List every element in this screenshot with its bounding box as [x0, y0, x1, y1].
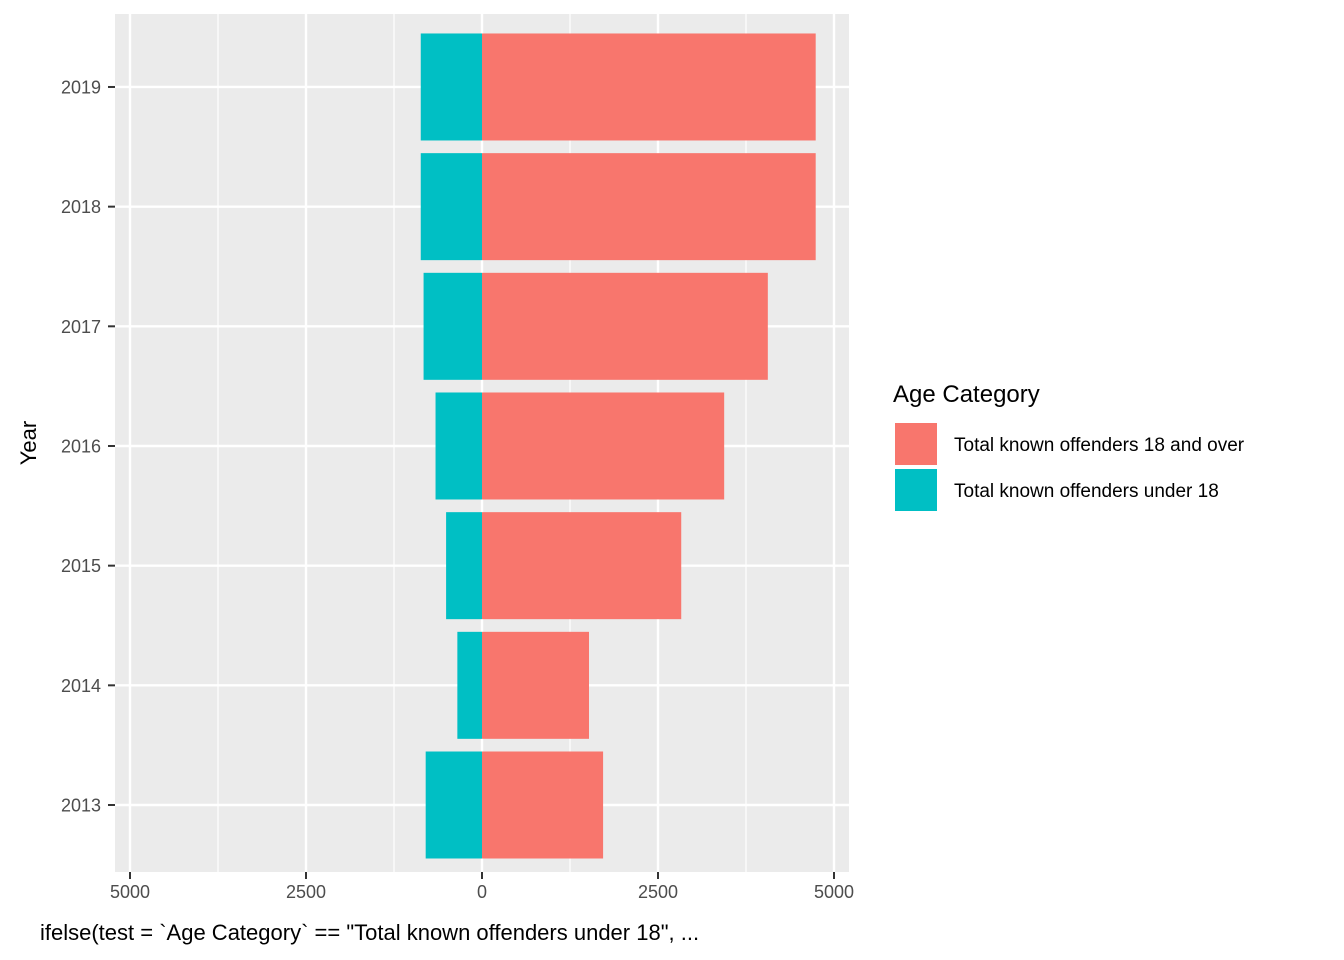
bar-18-and-over-2014: [482, 631, 590, 739]
bar-under-18-2016: [435, 392, 482, 500]
x-tick-label: 5000: [110, 882, 150, 902]
x-axis-title: ifelse(test = `Age Category` == "Total k…: [40, 920, 699, 945]
legend-key-swatch: [895, 423, 937, 465]
legend: Age Category Total known offenders 18 an…: [893, 381, 1245, 513]
bar-under-18-2013: [425, 751, 482, 859]
legend-title: Age Category: [893, 381, 1040, 408]
y-tick-label: 2019: [61, 77, 101, 97]
y-tick-label: 2013: [61, 796, 101, 816]
x-axis: 5000 2500 0 2500 5000: [110, 872, 854, 902]
bar-18-and-over-2016: [482, 392, 725, 500]
bars: [420, 33, 816, 859]
y-axis-title: Year: [16, 421, 41, 465]
x-tick-label: 0: [477, 882, 487, 902]
y-axis: 2013 2014 2015 2016 2017 2018 2019: [61, 77, 115, 816]
bar-18-and-over-2019: [482, 33, 816, 141]
x-tick-label: 2500: [286, 882, 326, 902]
y-tick-label: 2014: [61, 676, 101, 696]
bar-under-18-2014: [457, 631, 482, 739]
legend-label: Total known offenders 18 and over: [954, 435, 1245, 456]
x-tick-label: 2500: [638, 882, 678, 902]
bar-18-and-over-2018: [482, 153, 816, 261]
bar-18-and-over-2017: [482, 272, 768, 380]
bar-under-18-2019: [420, 33, 482, 141]
bar-under-18-2015: [446, 512, 482, 620]
legend-items: Total known offenders 18 and over Total k…: [893, 421, 1245, 513]
legend-key-swatch: [895, 469, 937, 511]
legend-label: Total known offenders under 18: [954, 481, 1219, 502]
y-tick-label: 2017: [61, 317, 101, 337]
bar-under-18-2017: [423, 272, 482, 380]
bar-under-18-2018: [420, 153, 482, 261]
bar-18-and-over-2013: [482, 751, 604, 859]
y-tick-label: 2018: [61, 197, 101, 217]
y-tick-label: 2015: [61, 556, 101, 576]
bar-18-and-over-2015: [482, 512, 682, 620]
x-tick-label: 5000: [814, 882, 854, 902]
y-tick-label: 2016: [61, 436, 101, 456]
